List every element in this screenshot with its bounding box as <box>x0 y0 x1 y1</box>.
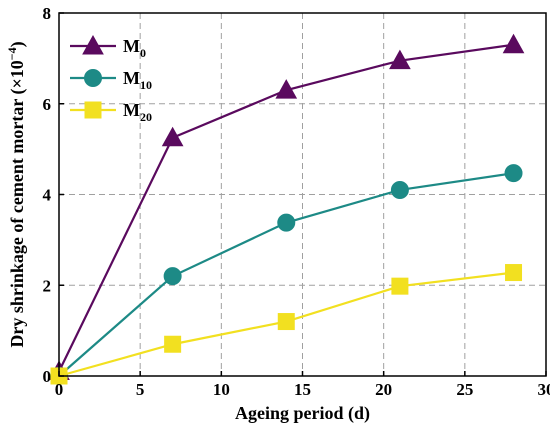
grid <box>59 13 546 376</box>
data-point-circle <box>390 180 409 199</box>
axis-ticks: 0 5 10 15 20 25 30 0 2 4 6 8 <box>43 4 550 399</box>
data-point-circle <box>277 213 296 232</box>
x-axis-title: Ageing period (d) <box>235 403 370 424</box>
data-point-square <box>391 277 409 295</box>
data-point-square <box>164 335 182 353</box>
y-axis-title-exponent: −4 <box>5 47 19 60</box>
legend-marker-circle <box>84 69 102 87</box>
x-tick-label: 25 <box>456 380 473 399</box>
x-tick-label: 30 <box>538 380 550 399</box>
data-point-triangle <box>389 49 411 70</box>
data-point-triangle <box>275 79 298 99</box>
y-axis-title-main: Dry shrinkage of cement mortar (×10 <box>7 60 28 347</box>
x-tick-label: 20 <box>375 380 392 399</box>
series-line <box>58 172 514 377</box>
series-m20 <box>50 264 523 385</box>
y-axis-title-close: ) <box>7 41 28 47</box>
data-point-circle <box>163 267 182 286</box>
series-m10 <box>50 164 523 385</box>
series-layer <box>48 33 525 385</box>
legend-marker-triangle <box>82 34 104 55</box>
legend-item: M10 <box>70 68 152 92</box>
y-tick-label: 8 <box>43 4 52 23</box>
y-tick-label: 4 <box>43 186 52 205</box>
legend-item: M20 <box>70 100 152 124</box>
legend-item: M0 <box>70 34 146 60</box>
legend-label: M10 <box>123 68 152 92</box>
x-tick-label: 5 <box>136 380 145 399</box>
y-axis-title: Dry shrinkage of cement mortar (×10−4) <box>5 41 28 347</box>
data-point-square <box>505 264 523 282</box>
data-point-triangle <box>161 126 184 147</box>
legend-label: M0 <box>123 36 146 60</box>
legend-marker-square <box>84 101 102 119</box>
data-point-square <box>277 313 295 331</box>
x-tick-label: 10 <box>213 380 230 399</box>
y-tick-label: 2 <box>43 276 52 295</box>
data-point-triangle <box>502 33 525 54</box>
y-tick-label: 6 <box>43 95 52 114</box>
legend-label: M20 <box>123 100 152 124</box>
y-tick-label: 0 <box>43 367 52 386</box>
x-tick-label: 0 <box>55 380 64 399</box>
x-tick-label: 15 <box>294 380 311 399</box>
data-point-circle <box>504 164 523 183</box>
legend: M0 M10 M20 <box>70 34 152 124</box>
